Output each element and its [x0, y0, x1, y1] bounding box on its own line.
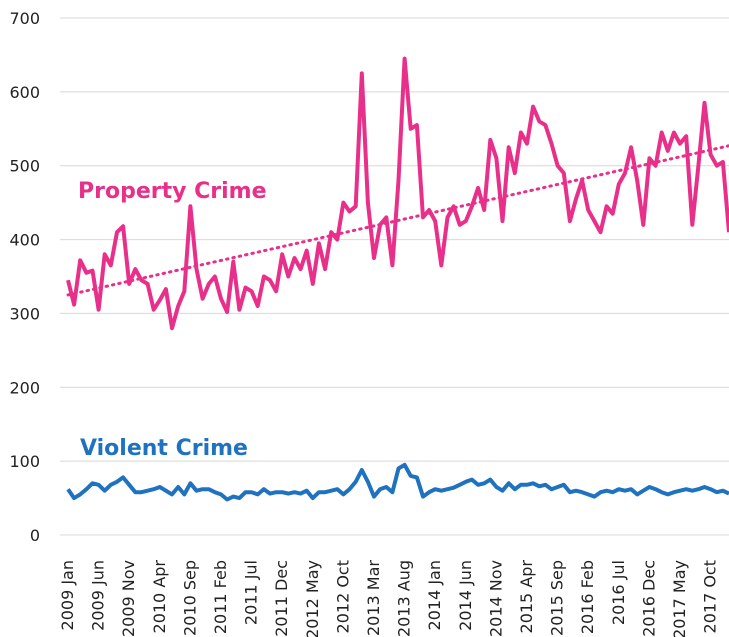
y-tick-label: 600: [9, 83, 40, 102]
x-tick-label: 2010 Apr: [150, 560, 169, 634]
y-tick-label: 500: [9, 157, 40, 176]
trendline: [66, 144, 729, 297]
y-tick-label: 700: [9, 9, 40, 28]
x-tick-label: 2013 Mar: [364, 560, 383, 636]
x-tick-label: 2016 Feb: [578, 560, 597, 634]
x-tick-label: 2009 Nov: [119, 560, 138, 637]
y-tick-label: 300: [9, 304, 40, 323]
x-tick-label: 2009 Jun: [89, 560, 108, 631]
x-tick-label: 2011 Dec: [272, 560, 291, 637]
series-line: [66, 462, 729, 502]
x-tick-label: 2017 May: [670, 560, 689, 637]
y-tick-label: 0: [30, 526, 40, 545]
y-tick-label: 400: [9, 231, 40, 250]
x-tick-label: 2014 Jan: [425, 560, 444, 630]
x-tick-label: 2016 Dec: [639, 560, 658, 637]
x-tick-label: 2017 Oct: [701, 560, 720, 633]
x-tick-label: 2014 Jun: [456, 560, 475, 631]
y-tick-label: 100: [9, 452, 40, 471]
x-tick-label: 2015 Sep: [548, 560, 567, 636]
series-label: Property Crime: [78, 179, 267, 204]
x-tick-label: 2014 Nov: [486, 560, 505, 637]
x-tick-label: 2016 Jul: [609, 560, 628, 625]
x-tick-label: 2011 Feb: [211, 560, 230, 634]
x-tick-label: 2012 May: [303, 560, 322, 637]
x-tick-label: 2013 Aug: [395, 560, 414, 637]
x-tick-label: 2010 Sep: [180, 560, 199, 636]
x-tick-label: 2012 Oct: [333, 560, 352, 633]
series-line: [66, 56, 729, 331]
y-tick-label: 200: [9, 378, 40, 397]
x-tick-label: 2015 Apr: [517, 560, 536, 634]
series-label: Violent Crime: [80, 436, 248, 461]
x-tick-label: 2009 Jan: [58, 560, 77, 630]
x-tick-label: 2011 Jul: [242, 560, 261, 625]
